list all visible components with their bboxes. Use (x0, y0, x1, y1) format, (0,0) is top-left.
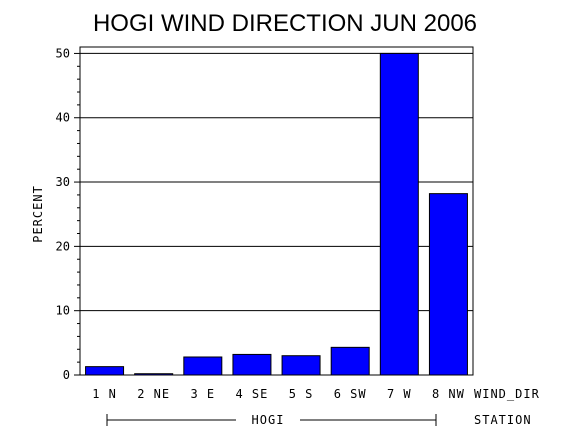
x-axis-label: WIND_DIR (474, 387, 540, 401)
x-tick-label: 7 W (387, 387, 412, 401)
bar (85, 366, 125, 376)
x-tick-label: 1 N (92, 387, 117, 401)
y-tick-label: 40 (56, 111, 70, 125)
chart-title: HOGI WIND DIRECTION JUN 2006 (93, 10, 477, 37)
y-tick-label: 50 (56, 46, 70, 60)
station-axis-label: STATION (474, 413, 532, 427)
x-tick-label: 2 NE (137, 387, 170, 401)
x-tick-labels: 1 N 2 NE 3 E 4 SE 5 S 6 SW 7 W 8 NW (92, 387, 465, 401)
bar (330, 346, 370, 376)
y-tick-label: 20 (56, 239, 70, 253)
y-tick-label: 0 (63, 368, 70, 382)
bar (379, 52, 419, 376)
bar (183, 356, 223, 376)
y-tick-label: 30 (56, 175, 70, 189)
bar (281, 355, 321, 376)
x-tick-label: 3 E (190, 387, 215, 401)
y-axis-label: PERCENT (31, 185, 45, 243)
bars-group (85, 52, 468, 376)
y-tick-label: 10 (56, 304, 70, 318)
x-tick-label: 5 S (289, 387, 314, 401)
plot-frame (79, 46, 474, 376)
bar (232, 353, 272, 376)
station-group-label: HOGI (252, 413, 285, 427)
station-group-bracket (106, 414, 437, 426)
x-tick-label: 4 SE (235, 387, 268, 401)
x-tick-label: 8 NW (432, 387, 465, 401)
bar (428, 193, 468, 376)
y-ticks: 0 10 20 30 40 50 (56, 46, 80, 382)
x-tick-label: 6 SW (334, 387, 367, 401)
